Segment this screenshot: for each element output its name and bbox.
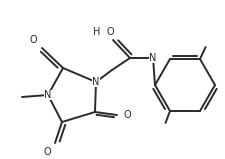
- Text: O: O: [123, 110, 131, 120]
- Text: O: O: [29, 35, 37, 45]
- Text: H: H: [93, 27, 101, 37]
- Text: O: O: [43, 147, 51, 157]
- Text: O: O: [106, 27, 114, 37]
- Text: N: N: [44, 90, 52, 100]
- Text: N: N: [149, 53, 157, 63]
- Text: N: N: [92, 77, 100, 87]
